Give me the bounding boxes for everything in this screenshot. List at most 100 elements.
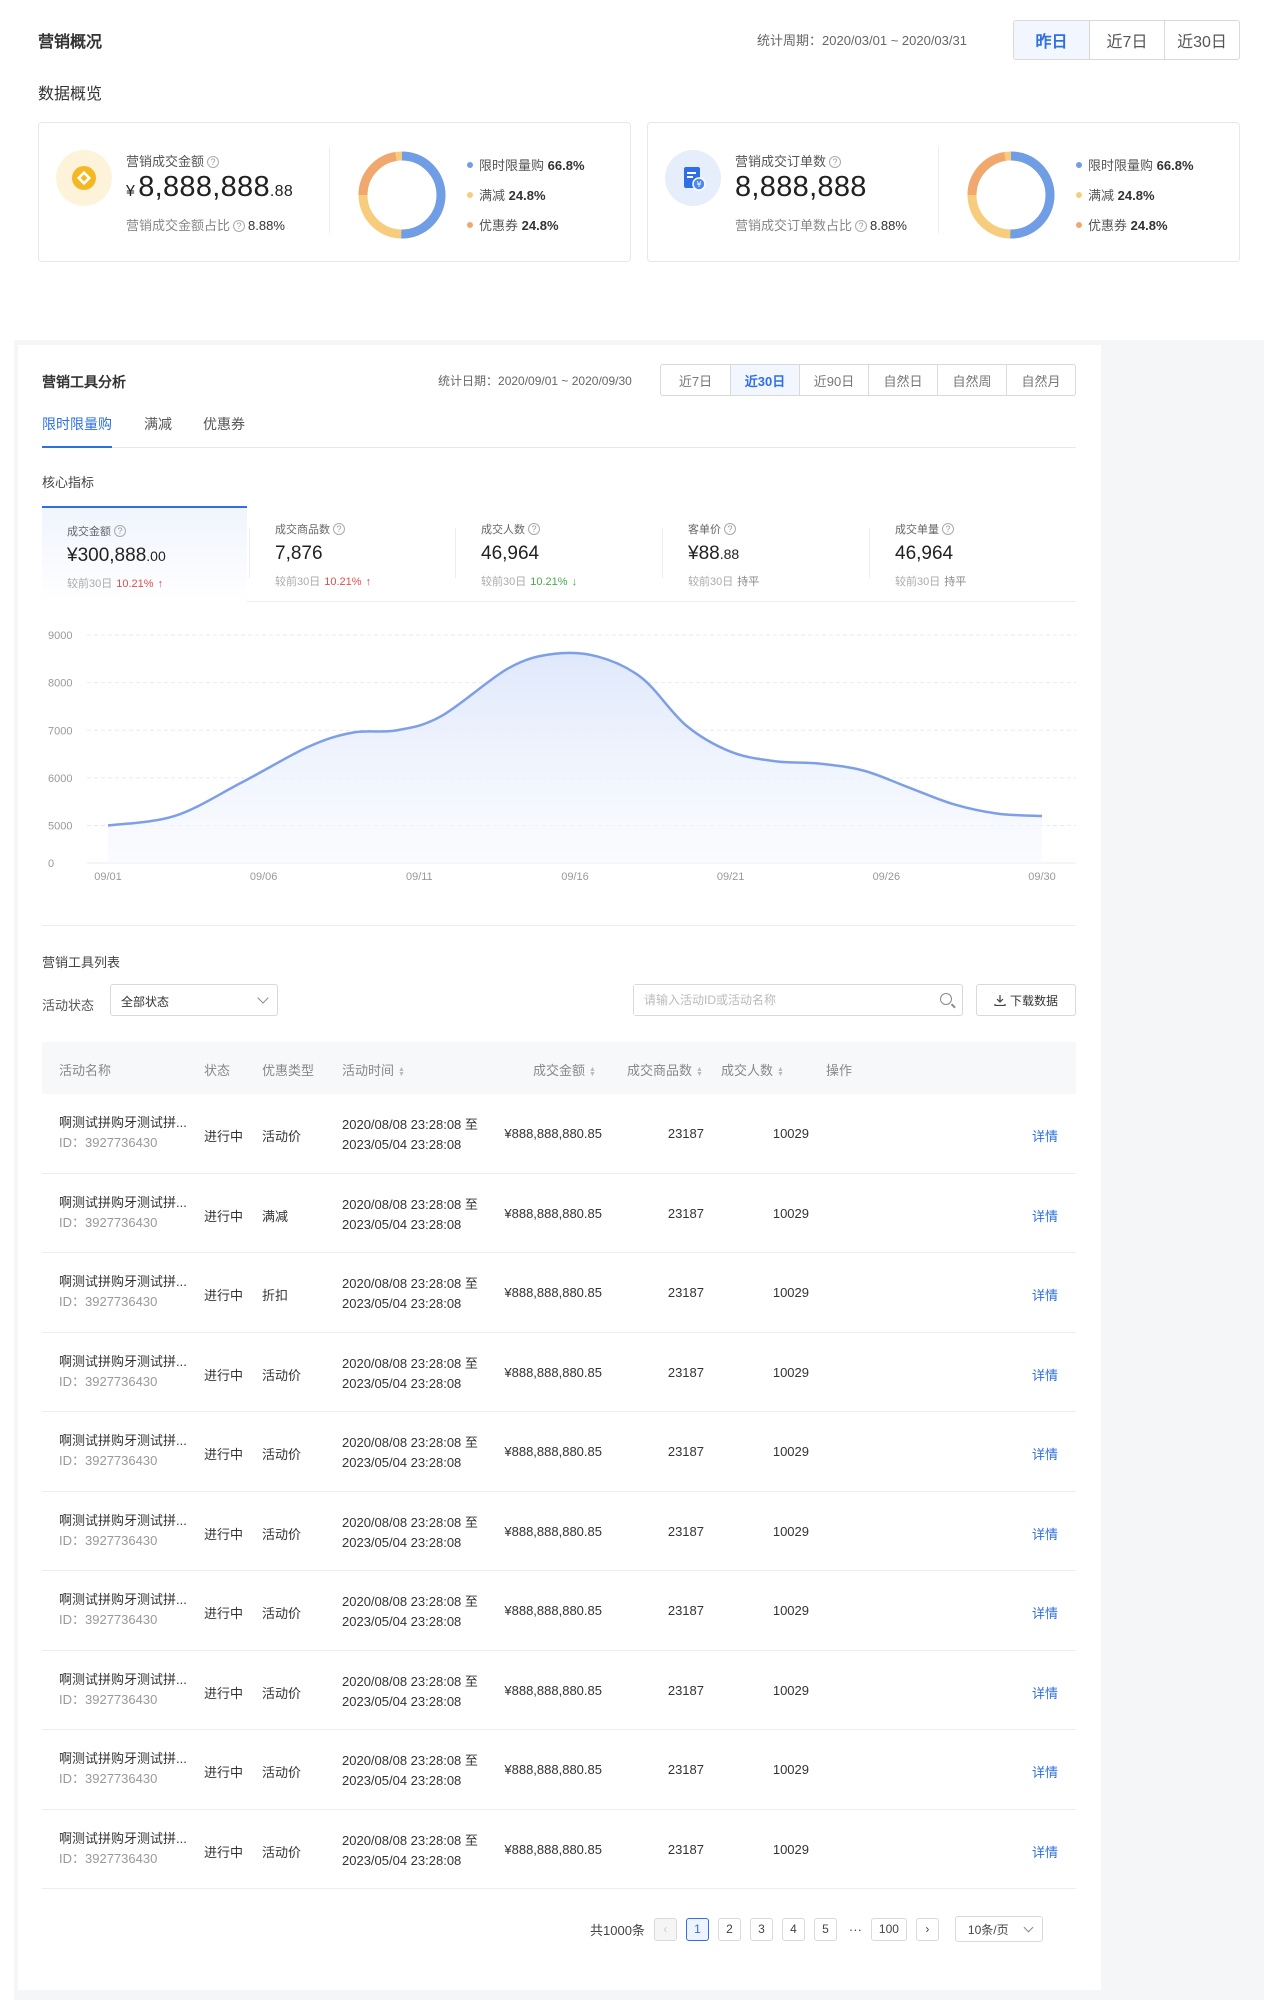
page-button[interactable]: 4 <box>781 1917 805 1941</box>
help-icon[interactable]: ? <box>233 220 246 232</box>
table-row: 啊测试拼购牙测试拼... ID：3927736430 进行中 活动价 2020/08/0… <box>42 1094 1076 1174</box>
activity-name: 啊测试拼购牙测试拼... ID：3927736430 <box>59 1274 187 1309</box>
coin-icon <box>56 150 112 206</box>
goods-count: 23187 <box>667 1444 704 1459</box>
help-icon[interactable]: ? <box>942 523 954 535</box>
help-icon[interactable]: ? <box>207 156 220 168</box>
x-tick-label: 09/01 <box>94 871 122 883</box>
next-page-button[interactable]: › <box>915 1917 939 1941</box>
col-buyers[interactable]: 成交人数 ▲ ▼ <box>721 1063 784 1078</box>
range-yesterday-button[interactable]: 昨日 <box>1014 21 1089 59</box>
table-row: 啊测试拼购牙测试拼... ID：3927736430 进行中 折扣 2020/08/08… <box>42 1253 1076 1333</box>
deal-amount: ¥888,888,880.85 <box>504 1444 602 1459</box>
page-button[interactable]: 1 <box>685 1917 709 1941</box>
tab-coupon[interactable]: 优惠券 <box>203 416 245 432</box>
buyer-count: 10029 <box>772 1285 809 1300</box>
y-tick-label: 7000 <box>48 725 72 737</box>
page-button[interactable]: 3 <box>749 1917 773 1941</box>
deal-amount: ¥888,888,880.85 <box>504 1603 602 1618</box>
page-button[interactable]: 100 <box>870 1917 907 1941</box>
promo-type: 折扣 <box>262 1288 289 1303</box>
range-natural-day-button[interactable]: 自然日 <box>868 365 937 395</box>
core-metrics-title: 核心指标 <box>42 475 95 490</box>
kpi-card-orders[interactable]: 成交单量? 46,964 较前30日 持平 <box>895 523 967 588</box>
range-90d-button[interactable]: 近90日 <box>799 365 868 395</box>
detail-link[interactable]: 详情 <box>1032 1447 1059 1462</box>
range-30d-button[interactable]: 近30日 <box>1164 21 1239 59</box>
deal-amount: ¥888,888,880.85 <box>504 1205 602 1221</box>
overview-range-toggle: 昨日 近7日 近30日 <box>1013 20 1240 60</box>
range-30d-button[interactable]: 近30日 <box>730 365 799 395</box>
overview-subtitle: 数据概览 <box>38 86 103 103</box>
range-natural-month-button[interactable]: 自然月 <box>1006 365 1075 395</box>
page-title: 营销概况 <box>38 34 103 51</box>
col-goods[interactable]: 成交商品数 ▲ ▼ <box>627 1063 703 1078</box>
tab-flash-sale[interactable]: 限时限量购 <box>42 414 112 448</box>
detail-link[interactable]: 详情 <box>1032 1844 1059 1860</box>
help-icon[interactable]: ? <box>528 523 540 535</box>
kpi-card-amount[interactable]: 成交金额? ¥300,888.00 较前30日 10.21% ↑ <box>42 506 247 602</box>
detail-link[interactable]: 详情 <box>1032 1685 1059 1701</box>
search-input[interactable] <box>634 985 914 1015</box>
page-ellipsis: ··· <box>848 1921 862 1937</box>
buyer-count: 10029 <box>772 1841 809 1857</box>
arrow-up-icon: ↑ <box>365 576 372 588</box>
table-row: 啊测试拼购牙测试拼... ID：3927736430 进行中 活动价 2020/08/0… <box>42 1412 1076 1492</box>
detail-link[interactable]: 详情 <box>1032 1288 1059 1303</box>
status-text: 进行中 <box>204 1447 244 1462</box>
tab-discount[interactable]: 满减 <box>144 416 172 432</box>
activity-name: 啊测试拼购牙测试拼... ID：3927736430 <box>59 1512 187 1548</box>
page-size-select[interactable]: 10条/页 <box>954 1916 1043 1942</box>
promo-type: 活动价 <box>262 1129 302 1144</box>
promo-type: 活动价 <box>262 1606 302 1621</box>
help-icon[interactable]: ? <box>333 523 345 535</box>
sort-icon: ▲ ▼ <box>398 1066 405 1078</box>
x-tick-label: 09/30 <box>1028 871 1056 883</box>
divider <box>329 147 330 233</box>
help-icon[interactable]: ? <box>855 220 868 232</box>
help-icon[interactable]: ? <box>829 156 842 168</box>
promo-type: 活动价 <box>262 1526 302 1542</box>
kpi-card-goods[interactable]: 成交商品数? 7,876 较前30日 10.21% ↑ <box>275 523 372 588</box>
help-icon[interactable]: ? <box>724 523 736 535</box>
legend-item: 优惠券 24.8% <box>467 211 585 241</box>
status-text: 进行中 <box>204 1208 244 1224</box>
range-natural-week-button[interactable]: 自然周 <box>937 365 1006 395</box>
search-icon[interactable] <box>940 993 952 1005</box>
deal-amount: ¥888,888,880.85 <box>504 1523 602 1539</box>
detail-link[interactable]: 详情 <box>1032 1367 1059 1383</box>
col-amount[interactable]: 成交金额 ▲ ▼ <box>533 1063 596 1078</box>
donut-legend: 限时限量购 66.8% 满减 24.8% 优惠券 24.8% <box>467 151 585 241</box>
goods-count: 23187 <box>667 1523 704 1539</box>
kpi-card-avg-price[interactable]: 客单价? ¥88.88 较前30日 持平 <box>688 523 760 588</box>
help-icon[interactable]: ? <box>114 525 126 537</box>
page-button[interactable]: 2 <box>717 1917 741 1941</box>
status-filter-select[interactable]: 全部状态 <box>110 984 278 1016</box>
detail-link[interactable]: 详情 <box>1032 1129 1059 1144</box>
kpi-card-buyers[interactable]: 成交人数? 46,964 较前30日 10.21% ↓ <box>481 523 578 588</box>
detail-link[interactable]: 详情 <box>1032 1765 1059 1780</box>
detail-link[interactable]: 详情 <box>1032 1208 1059 1224</box>
chevron-down-icon <box>1023 1922 1034 1933</box>
activity-time: 2020/08/08 23:28:08 至 2023/05/04 23:28:08 <box>342 1435 478 1470</box>
activity-time: 2020/08/08 23:28:08 至 2023/05/04 23:28:08 <box>342 1673 478 1709</box>
card-value: ¥8,888,888.88 <box>126 171 294 203</box>
range-7d-button[interactable]: 近7日 <box>1089 21 1164 59</box>
y-tick-label: 8000 <box>48 678 72 690</box>
status-text: 进行中 <box>204 1685 244 1701</box>
promo-type: 活动价 <box>262 1367 302 1383</box>
prev-page-button[interactable]: ‹ <box>653 1917 677 1941</box>
download-button[interactable]: 下载数据 <box>976 984 1076 1016</box>
y-tick-label: 6000 <box>48 773 72 785</box>
activity-name: 啊测试拼购牙测试拼... ID：3927736430 <box>59 1115 187 1150</box>
promo-type: 活动价 <box>262 1765 302 1780</box>
detail-link[interactable]: 详情 <box>1032 1526 1059 1542</box>
col-time[interactable]: 活动时间 ▲ ▼ <box>342 1063 405 1078</box>
range-7d-button[interactable]: 近7日 <box>678 373 713 389</box>
buyer-count: 10029 <box>772 1603 809 1618</box>
x-tick-label: 09/11 <box>406 871 433 883</box>
legend-item: 优惠券 24.8% <box>1076 211 1194 241</box>
detail-link[interactable]: 详情 <box>1032 1606 1059 1621</box>
activity-name: 啊测试拼购牙测试拼... ID：3927736430 <box>59 1353 187 1389</box>
page-button[interactable]: 5 <box>813 1917 837 1941</box>
